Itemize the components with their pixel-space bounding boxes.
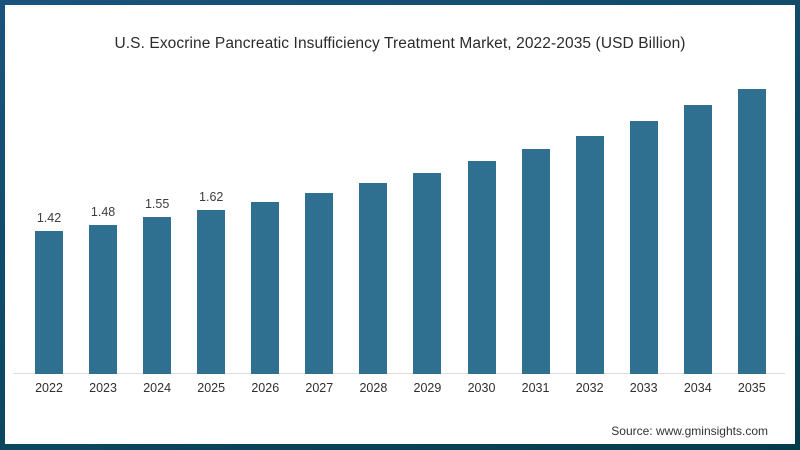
bar-2025	[197, 210, 226, 374]
bar-column	[400, 153, 454, 374]
bar-column	[455, 141, 509, 374]
x-axis-label-2030: 2030	[467, 381, 496, 395]
bar-2033	[629, 121, 658, 374]
bar-column	[563, 116, 617, 374]
bar-2029	[413, 173, 442, 374]
bar-2024	[143, 217, 172, 374]
bar-column	[238, 182, 292, 374]
x-axis-line	[13, 373, 785, 374]
x-axis-label-2032: 2032	[575, 381, 604, 395]
bar-value-label: 1.42	[36, 211, 62, 225]
bar-column	[671, 85, 725, 374]
bar-column: 1.62	[184, 190, 238, 374]
bar-2030	[467, 161, 496, 374]
bar-column	[346, 163, 400, 374]
x-axis-label-2033: 2033	[629, 381, 658, 395]
bar-column: 1.55	[130, 197, 184, 374]
bar-column	[725, 69, 779, 374]
bar-column	[617, 101, 671, 374]
x-axis-label-2028: 2028	[359, 381, 388, 395]
bar-value-label: 1.62	[199, 190, 224, 204]
bar-value-label: 1.48	[90, 205, 116, 219]
x-axis-label-2029: 2029	[413, 381, 442, 395]
bar-column	[292, 173, 346, 374]
plot-area: 1.42 1.48 1.55 1.62 2022 2023 2024 2025 2026 202…	[5, 5, 795, 444]
bar-2022	[35, 231, 63, 374]
bar-2034	[683, 105, 712, 374]
x-axis-label-2024: 2024	[143, 381, 172, 395]
bar-2023	[89, 225, 118, 374]
bar-column	[509, 129, 563, 374]
bar-2028	[359, 183, 388, 374]
x-axis-label-2027: 2027	[305, 381, 334, 395]
bar-column: 1.48	[76, 205, 130, 374]
bar-2032	[575, 136, 604, 374]
chart-title: U.S. Exocrine Pancreatic Insufficiency T…	[114, 35, 686, 52]
x-axis-label-2022: 2022	[35, 381, 63, 395]
x-axis-label-2035: 2035	[737, 381, 766, 395]
x-axis-label-2025: 2025	[197, 381, 226, 395]
bar-2031	[521, 149, 550, 374]
bar-2035	[737, 89, 766, 374]
x-axis-label-2034: 2034	[683, 381, 712, 395]
x-axis-labels: 2022 2023 2024 2025 2026 2027 2028 2029 2030 2031…	[22, 381, 779, 395]
x-axis-label-2026: 2026	[251, 381, 280, 395]
x-axis-label-2031: 2031	[521, 381, 550, 395]
source-credit: Source: www.gminsights.com	[611, 424, 768, 438]
bar-2026	[251, 202, 280, 374]
chart-canvas: U.S. Exocrine Pancreatic Insufficiency T…	[5, 5, 795, 444]
bars-container: 1.42 1.48 1.55 1.62	[22, 60, 779, 374]
bar-2027	[305, 193, 334, 374]
bar-value-label: 1.55	[144, 197, 170, 211]
x-axis-label-2023: 2023	[89, 381, 117, 395]
bar-column: 1.42	[22, 211, 76, 374]
